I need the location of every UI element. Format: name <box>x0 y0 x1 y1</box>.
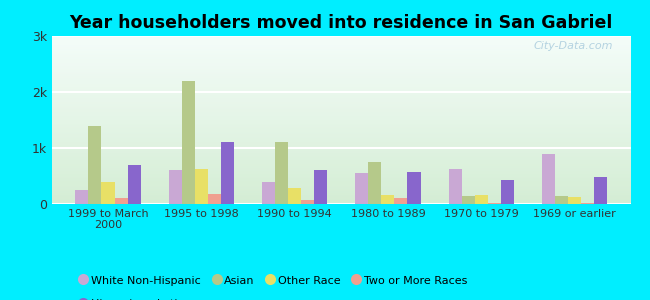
Bar <box>262 182 275 204</box>
Bar <box>275 142 288 204</box>
Bar <box>101 182 114 204</box>
Bar <box>314 170 327 204</box>
Bar <box>369 162 382 204</box>
Bar <box>474 195 488 204</box>
Bar <box>182 81 195 204</box>
Bar <box>195 169 208 204</box>
Bar <box>382 195 395 204</box>
Title: Year householders moved into residence in San Gabriel: Year householders moved into residence i… <box>70 14 613 32</box>
Bar <box>488 203 500 204</box>
Bar <box>395 198 408 204</box>
Bar <box>114 198 127 204</box>
Bar <box>568 197 581 204</box>
Bar <box>127 165 140 204</box>
Legend: Hispanic or Latino: Hispanic or Latino <box>81 298 191 300</box>
Bar <box>356 173 369 204</box>
Bar <box>500 181 514 204</box>
Bar <box>88 126 101 204</box>
Bar <box>301 200 314 204</box>
Bar <box>555 196 568 204</box>
Bar <box>221 142 234 204</box>
Bar <box>581 203 594 204</box>
Bar <box>408 172 421 204</box>
Bar <box>168 170 182 204</box>
Text: City-Data.com: City-Data.com <box>534 41 613 51</box>
Bar <box>594 177 607 204</box>
Bar <box>462 196 474 204</box>
Bar <box>208 194 221 204</box>
Bar <box>542 154 555 204</box>
Bar <box>75 190 88 204</box>
Bar <box>288 188 301 204</box>
Bar <box>448 169 461 204</box>
